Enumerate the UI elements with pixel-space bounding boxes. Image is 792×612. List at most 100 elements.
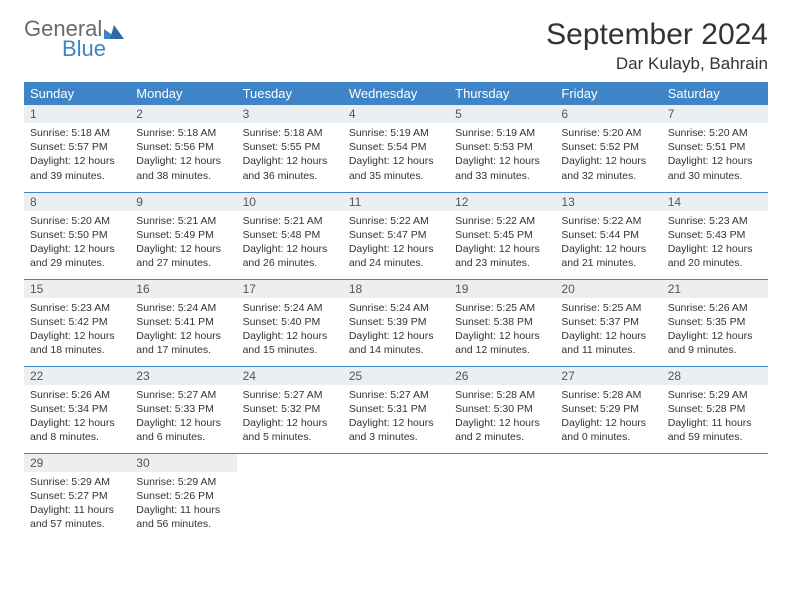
day-cell: 18Sunrise: 5:24 AMSunset: 5:39 PMDayligh… — [343, 279, 449, 366]
calendar-body: 1Sunrise: 5:18 AMSunset: 5:57 PMDaylight… — [24, 105, 768, 540]
day-details: Sunrise: 5:22 AMSunset: 5:44 PMDaylight:… — [555, 211, 661, 275]
day-detail-line: and 21 minutes. — [561, 256, 655, 270]
day-number: 26 — [449, 367, 555, 385]
day-number: 30 — [130, 454, 236, 472]
day-detail-line: Sunrise: 5:18 AM — [136, 126, 230, 140]
day-detail-line: Daylight: 12 hours — [455, 329, 549, 343]
week-row: 1Sunrise: 5:18 AMSunset: 5:57 PMDaylight… — [24, 105, 768, 192]
day-cell: 21Sunrise: 5:26 AMSunset: 5:35 PMDayligh… — [662, 279, 768, 366]
day-detail-line: Sunset: 5:48 PM — [243, 228, 337, 242]
day-detail-line: Daylight: 12 hours — [668, 329, 762, 343]
calendar-table: SundayMondayTuesdayWednesdayThursdayFrid… — [24, 82, 768, 540]
day-cell: 10Sunrise: 5:21 AMSunset: 5:48 PMDayligh… — [237, 192, 343, 279]
day-detail-line: Sunrise: 5:20 AM — [561, 126, 655, 140]
day-cell: 13Sunrise: 5:22 AMSunset: 5:44 PMDayligh… — [555, 192, 661, 279]
day-of-week-header: Wednesday — [343, 82, 449, 105]
day-detail-line: Sunrise: 5:24 AM — [349, 301, 443, 315]
day-details: Sunrise: 5:21 AMSunset: 5:48 PMDaylight:… — [237, 211, 343, 275]
day-detail-line: and 36 minutes. — [243, 169, 337, 183]
day-cell: 30Sunrise: 5:29 AMSunset: 5:26 PMDayligh… — [130, 453, 236, 540]
day-number: 25 — [343, 367, 449, 385]
day-detail-line: Sunset: 5:33 PM — [136, 402, 230, 416]
day-detail-line: Sunset: 5:55 PM — [243, 140, 337, 154]
day-cell: 28Sunrise: 5:29 AMSunset: 5:28 PMDayligh… — [662, 366, 768, 453]
day-cell: 29Sunrise: 5:29 AMSunset: 5:27 PMDayligh… — [24, 453, 130, 540]
day-number: 4 — [343, 105, 449, 123]
week-row: 8Sunrise: 5:20 AMSunset: 5:50 PMDaylight… — [24, 192, 768, 279]
day-detail-line: Sunset: 5:27 PM — [30, 489, 124, 503]
week-row: 22Sunrise: 5:26 AMSunset: 5:34 PMDayligh… — [24, 366, 768, 453]
day-detail-line: Daylight: 12 hours — [561, 242, 655, 256]
day-detail-line: Sunrise: 5:22 AM — [349, 214, 443, 228]
day-cell: 8Sunrise: 5:20 AMSunset: 5:50 PMDaylight… — [24, 192, 130, 279]
day-detail-line: and 35 minutes. — [349, 169, 443, 183]
day-detail-line: and 56 minutes. — [136, 517, 230, 531]
day-details: Sunrise: 5:24 AMSunset: 5:39 PMDaylight:… — [343, 298, 449, 362]
day-detail-line: and 11 minutes. — [561, 343, 655, 357]
day-detail-line: Daylight: 12 hours — [30, 242, 124, 256]
day-number: 27 — [555, 367, 661, 385]
day-detail-line: Sunrise: 5:29 AM — [668, 388, 762, 402]
day-details: Sunrise: 5:25 AMSunset: 5:38 PMDaylight:… — [449, 298, 555, 362]
day-details: Sunrise: 5:29 AMSunset: 5:28 PMDaylight:… — [662, 385, 768, 449]
day-detail-line: Daylight: 12 hours — [561, 329, 655, 343]
day-cell: 15Sunrise: 5:23 AMSunset: 5:42 PMDayligh… — [24, 279, 130, 366]
day-detail-line: Sunset: 5:56 PM — [136, 140, 230, 154]
day-detail-line: Daylight: 12 hours — [136, 329, 230, 343]
day-detail-line: Sunset: 5:34 PM — [30, 402, 124, 416]
day-details: Sunrise: 5:29 AMSunset: 5:26 PMDaylight:… — [130, 472, 236, 536]
day-detail-line: Sunrise: 5:23 AM — [30, 301, 124, 315]
day-details: Sunrise: 5:23 AMSunset: 5:42 PMDaylight:… — [24, 298, 130, 362]
day-details: Sunrise: 5:18 AMSunset: 5:55 PMDaylight:… — [237, 123, 343, 187]
day-cell: 26Sunrise: 5:28 AMSunset: 5:30 PMDayligh… — [449, 366, 555, 453]
day-detail-line: and 33 minutes. — [455, 169, 549, 183]
day-details: Sunrise: 5:18 AMSunset: 5:56 PMDaylight:… — [130, 123, 236, 187]
day-detail-line: Sunset: 5:45 PM — [455, 228, 549, 242]
day-details: Sunrise: 5:25 AMSunset: 5:37 PMDaylight:… — [555, 298, 661, 362]
day-number: 5 — [449, 105, 555, 123]
day-details: Sunrise: 5:26 AMSunset: 5:35 PMDaylight:… — [662, 298, 768, 362]
day-detail-line: and 30 minutes. — [668, 169, 762, 183]
day-number: 23 — [130, 367, 236, 385]
location: Dar Kulayb, Bahrain — [546, 54, 768, 74]
day-detail-line: and 29 minutes. — [30, 256, 124, 270]
day-cell: 14Sunrise: 5:23 AMSunset: 5:43 PMDayligh… — [662, 192, 768, 279]
day-details: Sunrise: 5:18 AMSunset: 5:57 PMDaylight:… — [24, 123, 130, 187]
day-detail-line: Sunset: 5:39 PM — [349, 315, 443, 329]
day-cell: 12Sunrise: 5:22 AMSunset: 5:45 PMDayligh… — [449, 192, 555, 279]
day-detail-line: Daylight: 12 hours — [243, 242, 337, 256]
day-cell: 23Sunrise: 5:27 AMSunset: 5:33 PMDayligh… — [130, 366, 236, 453]
day-cell: .. — [449, 453, 555, 540]
day-detail-line: Sunrise: 5:20 AM — [668, 126, 762, 140]
day-detail-line: and 3 minutes. — [349, 430, 443, 444]
day-cell: 20Sunrise: 5:25 AMSunset: 5:37 PMDayligh… — [555, 279, 661, 366]
day-details: Sunrise: 5:26 AMSunset: 5:34 PMDaylight:… — [24, 385, 130, 449]
day-detail-line: Daylight: 12 hours — [243, 416, 337, 430]
day-detail-line: and 18 minutes. — [30, 343, 124, 357]
day-detail-line: Sunset: 5:28 PM — [668, 402, 762, 416]
day-detail-line: Sunrise: 5:28 AM — [455, 388, 549, 402]
day-detail-line: Sunset: 5:57 PM — [30, 140, 124, 154]
day-detail-line: Sunrise: 5:27 AM — [136, 388, 230, 402]
day-detail-line: Sunrise: 5:26 AM — [30, 388, 124, 402]
day-detail-line: Sunset: 5:38 PM — [455, 315, 549, 329]
day-detail-line: Sunset: 5:30 PM — [455, 402, 549, 416]
day-of-week-row: SundayMondayTuesdayWednesdayThursdayFrid… — [24, 82, 768, 105]
day-number: 1 — [24, 105, 130, 123]
day-of-week-header: Monday — [130, 82, 236, 105]
day-detail-line: and 17 minutes. — [136, 343, 230, 357]
day-detail-line: Sunrise: 5:28 AM — [561, 388, 655, 402]
day-detail-line: Sunrise: 5:25 AM — [455, 301, 549, 315]
day-detail-line: Sunrise: 5:24 AM — [136, 301, 230, 315]
day-detail-line: Sunset: 5:35 PM — [668, 315, 762, 329]
day-number: 18 — [343, 280, 449, 298]
day-number: 29 — [24, 454, 130, 472]
day-detail-line: Sunset: 5:50 PM — [30, 228, 124, 242]
day-detail-line: and 8 minutes. — [30, 430, 124, 444]
day-detail-line: Daylight: 12 hours — [30, 329, 124, 343]
day-cell: 16Sunrise: 5:24 AMSunset: 5:41 PMDayligh… — [130, 279, 236, 366]
day-detail-line: Daylight: 12 hours — [136, 154, 230, 168]
day-of-week-header: Saturday — [662, 82, 768, 105]
day-detail-line: Sunset: 5:29 PM — [561, 402, 655, 416]
day-detail-line: Daylight: 11 hours — [136, 503, 230, 517]
